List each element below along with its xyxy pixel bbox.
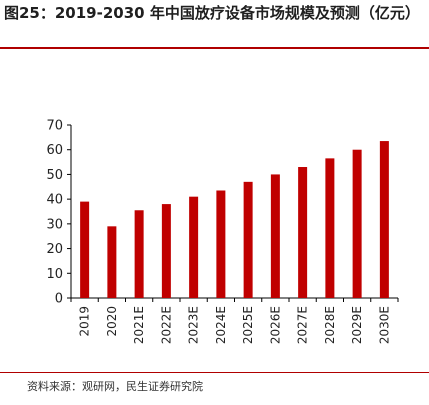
y-tick-label: 40 bbox=[46, 193, 63, 208]
y-tick-label: 70 bbox=[46, 119, 63, 134]
y-tick-label: 20 bbox=[46, 242, 63, 257]
x-tick-label: 2023E bbox=[187, 306, 201, 344]
x-tick-label: 2028E bbox=[323, 306, 337, 344]
chart-title: 图25：2019-2030 年中国放疗设备市场规模及预测（亿元） bbox=[4, 4, 420, 22]
x-tick-label: 2024E bbox=[214, 306, 228, 344]
title-divider bbox=[0, 47, 429, 49]
x-tick-label: 2026E bbox=[268, 306, 282, 344]
bar bbox=[216, 190, 226, 298]
bar bbox=[107, 226, 117, 298]
x-tick-label: 2021E bbox=[132, 306, 146, 344]
x-tick-label: 2019 bbox=[78, 306, 92, 337]
y-tick-label: 50 bbox=[46, 168, 63, 183]
source-note: 资料来源：观研网，民生证券研究院 bbox=[27, 380, 203, 393]
source-divider bbox=[0, 372, 429, 373]
y-tick-label: 0 bbox=[55, 292, 63, 307]
bar bbox=[270, 174, 280, 298]
x-tick-label: 2020 bbox=[105, 306, 119, 337]
y-tick-label: 10 bbox=[46, 267, 63, 282]
bar bbox=[243, 181, 253, 298]
bar bbox=[325, 158, 335, 298]
y-axis: 0 10 20 30 40 50 60 70 bbox=[46, 119, 72, 307]
y-tick-label: 30 bbox=[46, 217, 63, 232]
bar bbox=[189, 196, 199, 298]
x-axis: 2019 2020 2021E 2022E 2023E 2024E 2025E 2026E 20… bbox=[70, 297, 399, 344]
bar bbox=[379, 141, 389, 298]
bar bbox=[161, 204, 171, 298]
bar bbox=[134, 210, 144, 298]
bar bbox=[80, 201, 90, 298]
bars bbox=[80, 141, 389, 298]
bar bbox=[352, 149, 362, 298]
x-tick-label: 2030E bbox=[377, 306, 391, 344]
bar bbox=[298, 167, 308, 298]
y-tick-label: 60 bbox=[46, 143, 63, 158]
x-tick-label: 2029E bbox=[350, 306, 364, 344]
x-tick-label: 2022E bbox=[159, 306, 173, 344]
x-tick-label: 2025E bbox=[241, 306, 255, 344]
x-tick-label: 2027E bbox=[296, 306, 310, 344]
